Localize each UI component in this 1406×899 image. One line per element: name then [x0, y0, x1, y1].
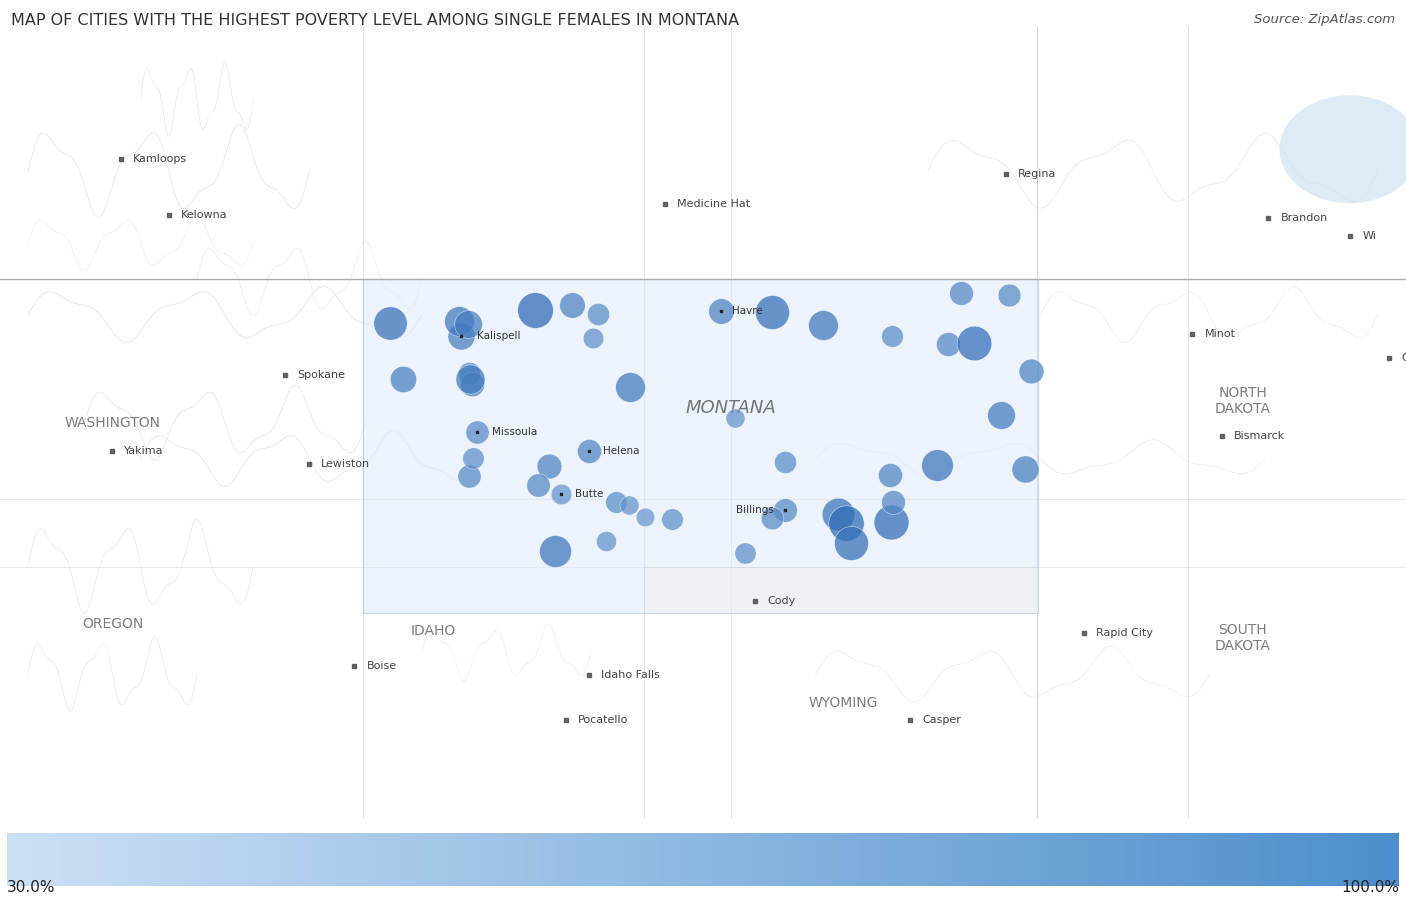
Point: [710, 304, 733, 318]
Text: 100.0%: 100.0%: [1341, 879, 1399, 895]
Point: [880, 514, 903, 529]
Point: [605, 494, 627, 509]
Point: [880, 329, 903, 343]
Point: [467, 424, 489, 439]
Point: [458, 469, 481, 484]
Text: Billings: Billings: [735, 505, 773, 515]
Point: [661, 512, 683, 526]
Point: [827, 507, 849, 521]
Point: [925, 458, 948, 472]
Text: Pocatello: Pocatello: [578, 715, 628, 725]
Text: Spokane: Spokane: [298, 370, 346, 380]
Text: WASHINGTON: WASHINGTON: [65, 415, 160, 430]
Text: Lewiston: Lewiston: [321, 459, 370, 469]
Text: IDAHO: IDAHO: [411, 624, 456, 638]
Ellipse shape: [1279, 95, 1406, 203]
Text: Bismarck: Bismarck: [1234, 432, 1285, 441]
Text: Kalispell: Kalispell: [478, 331, 522, 342]
Text: Havre: Havre: [733, 306, 763, 316]
Point: [734, 546, 756, 560]
Point: [949, 286, 972, 300]
Text: Helena: Helena: [603, 446, 640, 457]
Point: [447, 314, 470, 328]
Point: [538, 458, 561, 473]
Point: [761, 306, 783, 320]
Text: Wi: Wi: [1362, 230, 1376, 241]
Text: Butte: Butte: [575, 489, 603, 500]
Text: MAP OF CITIES WITH THE HIGHEST POVERTY LEVEL AMONG SINGLE FEMALES IN MONTANA: MAP OF CITIES WITH THE HIGHEST POVERTY L…: [11, 13, 740, 29]
Text: NORTH
DAKOTA: NORTH DAKOTA: [1215, 386, 1271, 416]
Point: [1021, 363, 1043, 378]
Point: [461, 378, 484, 392]
Point: [561, 298, 583, 313]
Text: Cody: Cody: [768, 596, 796, 606]
Point: [578, 444, 600, 458]
Point: [839, 536, 862, 550]
Text: OREGON: OREGON: [82, 617, 143, 631]
Point: [998, 288, 1021, 302]
Text: 30.0%: 30.0%: [7, 879, 55, 895]
Text: Rapid City: Rapid City: [1097, 628, 1153, 637]
Point: [550, 487, 572, 502]
Point: [461, 450, 484, 465]
Point: [962, 335, 984, 350]
Point: [526, 478, 548, 493]
Point: [595, 534, 617, 548]
Text: Missoula: Missoula: [492, 427, 537, 437]
Point: [633, 511, 655, 525]
Text: Gran: Gran: [1402, 352, 1406, 363]
Text: Brandon: Brandon: [1281, 212, 1327, 223]
Point: [458, 366, 481, 380]
Point: [882, 495, 904, 510]
Point: [990, 408, 1012, 423]
Text: MONTANA: MONTANA: [686, 399, 776, 417]
Text: Medicine Hat: Medicine Hat: [678, 199, 751, 209]
Point: [879, 467, 901, 482]
Point: [936, 337, 959, 352]
Text: Source: ZipAtlas.com: Source: ZipAtlas.com: [1254, 13, 1395, 26]
Point: [811, 317, 834, 332]
Point: [582, 331, 605, 345]
Bar: [644, 567, 1038, 613]
Text: Boise: Boise: [367, 661, 396, 671]
Point: [773, 503, 796, 518]
Point: [543, 543, 565, 557]
Text: Regina: Regina: [1018, 169, 1056, 180]
Point: [1014, 461, 1036, 476]
Text: Idaho Falls: Idaho Falls: [602, 670, 659, 680]
Text: SOUTH
DAKOTA: SOUTH DAKOTA: [1215, 623, 1271, 654]
Text: Kelowna: Kelowna: [181, 210, 228, 220]
Point: [617, 497, 640, 512]
Text: WYOMING: WYOMING: [808, 696, 879, 710]
Point: [724, 411, 747, 425]
Point: [380, 316, 402, 330]
Text: Minot: Minot: [1205, 329, 1236, 339]
Point: [457, 316, 479, 331]
Point: [761, 511, 783, 525]
Text: Casper: Casper: [922, 715, 962, 725]
Point: [619, 379, 641, 394]
Text: Kamloops: Kamloops: [134, 154, 187, 164]
Text: Yakima: Yakima: [124, 446, 163, 457]
Point: [835, 516, 858, 530]
Point: [391, 372, 413, 387]
Point: [458, 372, 481, 387]
Bar: [363, 279, 1038, 613]
Point: [773, 455, 796, 469]
Point: [523, 303, 546, 317]
Point: [588, 307, 610, 321]
Point: [450, 329, 472, 343]
